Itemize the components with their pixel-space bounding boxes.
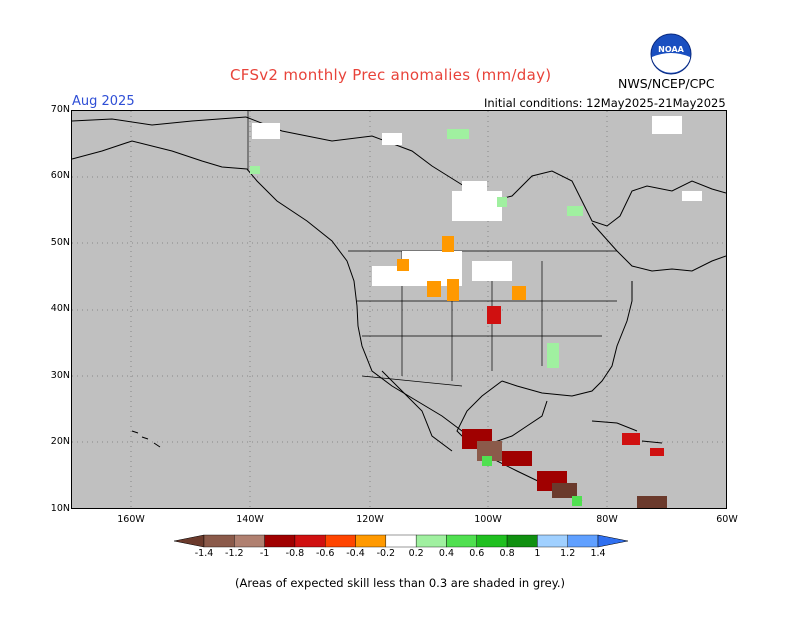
colorbar-tick-label: -1.2 bbox=[225, 548, 244, 559]
lat-label-60n: 60N bbox=[50, 170, 70, 181]
colorbar-cell bbox=[385, 534, 417, 548]
colorbar-cells bbox=[203, 534, 599, 548]
colorbar-cell bbox=[203, 534, 235, 548]
agency-label: NWS/NCEP/CPC bbox=[618, 76, 715, 91]
colorbar-tick-label: 1 bbox=[534, 548, 541, 559]
lon-label-160w: 160W bbox=[117, 514, 145, 525]
colorbar-tick-label: 0.6 bbox=[469, 548, 485, 559]
colorbar-tick-label: -1 bbox=[259, 548, 270, 559]
lat-label-10n: 10N bbox=[50, 503, 70, 514]
colorbar-tick-label: 1.2 bbox=[560, 548, 576, 559]
lat-label-50n: 50N bbox=[50, 237, 70, 248]
lat-label-20n: 20N bbox=[50, 436, 70, 447]
colorbar-cell bbox=[446, 534, 477, 548]
colorbar-cell bbox=[476, 534, 508, 548]
footnote: (Areas of expected skill less than 0.3 a… bbox=[235, 576, 565, 590]
lon-label-140w: 140W bbox=[236, 514, 264, 525]
colorbar-tick-label: 0.4 bbox=[438, 548, 454, 559]
colorbar-cell bbox=[264, 534, 296, 548]
forecast-period: Aug 2025 bbox=[72, 94, 135, 109]
lon-label-60w: 60W bbox=[716, 514, 738, 525]
lat-label-40n: 40N bbox=[50, 303, 70, 314]
dry-anomalies bbox=[397, 236, 667, 508]
colorbar bbox=[174, 534, 628, 548]
initial-conditions: Initial conditions: 12May2025-21May2025 bbox=[484, 96, 726, 110]
colorbar-cell bbox=[325, 534, 356, 548]
colorbar-tick-label: -0.2 bbox=[376, 548, 396, 559]
colorbar-tick-label: -0.4 bbox=[346, 548, 365, 559]
colorbar-cell bbox=[506, 534, 538, 548]
colorbar-tick-label: -1.4 bbox=[194, 548, 214, 559]
lat-label-70n: 70N bbox=[50, 104, 70, 115]
colorbar-tick-label: 1.4 bbox=[590, 548, 606, 559]
colorbar-tick-label: 0.2 bbox=[408, 548, 424, 559]
near-zero-shading bbox=[252, 116, 702, 286]
lon-label-120w: 120W bbox=[356, 514, 384, 525]
map-canvas bbox=[72, 111, 726, 508]
precip-anomaly-map bbox=[71, 110, 727, 509]
wet-anomalies bbox=[250, 129, 583, 506]
colorbar-cell bbox=[355, 534, 387, 548]
lon-label-80w: 80W bbox=[596, 514, 618, 525]
colorbar-cell bbox=[567, 534, 599, 548]
colorbar-tick-label: 0.8 bbox=[499, 548, 515, 559]
lon-label-100w: 100W bbox=[474, 514, 502, 525]
colorbar-cell bbox=[415, 534, 447, 548]
colorbar-arrow-left bbox=[174, 534, 205, 548]
svg-text:NOAA: NOAA bbox=[658, 45, 684, 54]
lat-label-30n: 30N bbox=[50, 370, 70, 381]
colorbar-tick-label: -0.6 bbox=[315, 548, 335, 559]
colorbar-cell bbox=[537, 534, 568, 548]
colorbar-tick-label: -0.8 bbox=[285, 548, 305, 559]
colorbar-arrow-right bbox=[597, 534, 628, 548]
noaa-logo-icon: NOAA bbox=[650, 33, 692, 75]
map-title: CFSv2 monthly Prec anomalies (mm/day) bbox=[230, 66, 552, 84]
colorbar-cell bbox=[234, 534, 265, 548]
colorbar-cell bbox=[294, 534, 326, 548]
